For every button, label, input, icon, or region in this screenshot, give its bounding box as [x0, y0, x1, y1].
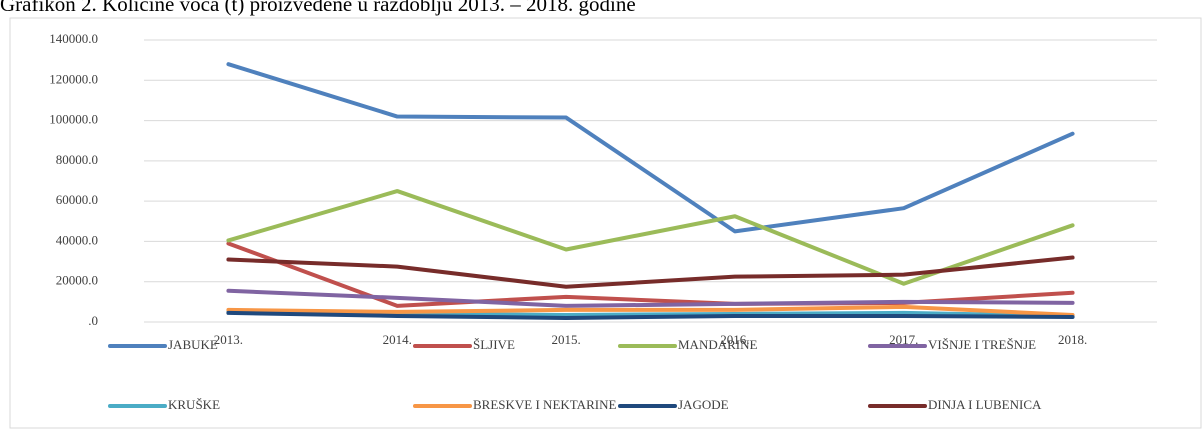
y-tick-label: .0: [88, 313, 98, 328]
series-line: [226, 288, 1075, 308]
y-tick-label: 60000.0: [56, 192, 98, 207]
x-tick-label: 2018.: [1058, 332, 1087, 347]
y-tick-label: 140000.0: [49, 31, 98, 46]
x-tick-label: 2013.: [214, 332, 243, 347]
legend-label: MANDARINE: [678, 337, 758, 352]
series-line: [226, 304, 1075, 317]
y-tick-label: 20000.0: [56, 273, 98, 288]
legend-label: DINJA I LUBENICA: [928, 397, 1042, 412]
chart-frame: [9, 17, 1202, 429]
chart-title: Grafikon 2. Količine voća (t) proizveden…: [0, 0, 636, 16]
legend-label: BRESKVE I NEKTARINE: [473, 397, 616, 412]
series-line: [226, 62, 1075, 234]
series-line: [226, 310, 1075, 320]
x-tick-label: 2017.: [889, 332, 918, 347]
y-tick-label: 40000.0: [56, 232, 98, 247]
series-line: [226, 255, 1075, 289]
x-tick-label: 2015.: [551, 332, 580, 347]
x-tick-label: 2016.: [720, 332, 749, 347]
series-line: [226, 189, 1075, 286]
legend-label: KRUŠKE: [168, 397, 220, 412]
legend-label: VIŠNJE I TREŠNJE: [928, 337, 1036, 352]
y-tick-label: 80000.0: [56, 152, 98, 167]
legend-label: JABUKE: [168, 337, 218, 352]
x-tick-label: 2014.: [383, 332, 412, 347]
y-tick-label: 120000.0: [49, 71, 98, 86]
legend-label: ŠLJIVE: [473, 337, 515, 352]
legend-label: JAGODE: [678, 397, 729, 412]
y-tick-label: 100000.0: [49, 112, 98, 127]
